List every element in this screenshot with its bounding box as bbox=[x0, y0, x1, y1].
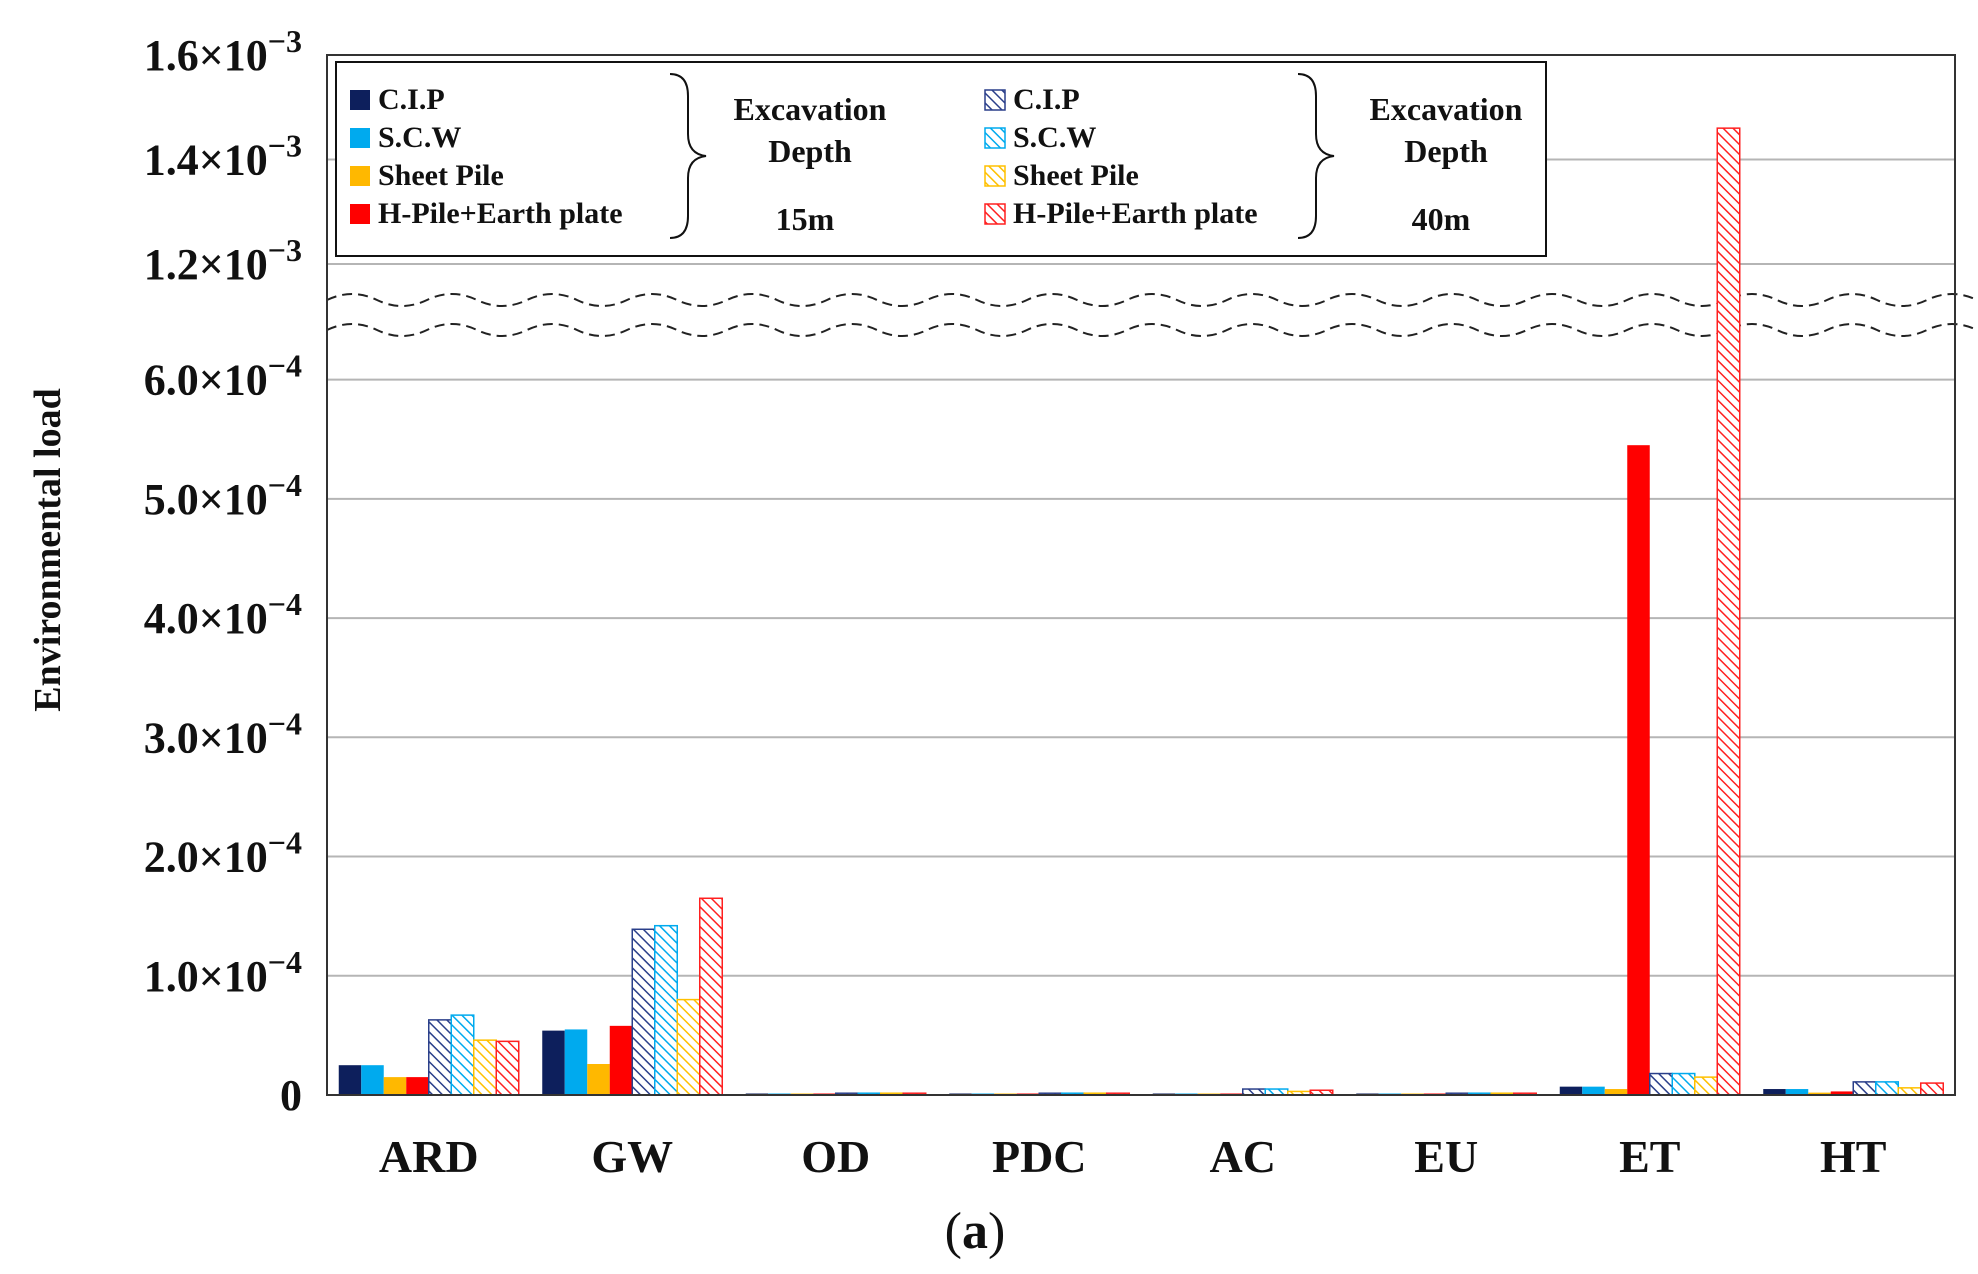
legend-brace-40m bbox=[1297, 73, 1335, 239]
bar-gw-h-pile-earth-plate-15m bbox=[609, 1025, 633, 1095]
bar-ard-sheet-pile-40m bbox=[473, 1039, 497, 1096]
bar-et-h-pile-earth-plate-15m bbox=[1627, 445, 1650, 1095]
grid-lines bbox=[327, 158, 1955, 977]
y-tick-label: 5.0×10−4 bbox=[144, 467, 302, 524]
legend-group-40m-title-2: Depth bbox=[1404, 133, 1488, 169]
y-tick-label: 4.0×10−4 bbox=[144, 586, 302, 643]
legend-swatch bbox=[984, 165, 1006, 187]
axis-break-line-lower bbox=[326, 323, 1978, 337]
legend-label: Sheet Pile bbox=[378, 159, 504, 192]
bar-ht-s-c-w-15m bbox=[1785, 1089, 1809, 1095]
y-tick-label: 3.0×10−4 bbox=[144, 705, 302, 762]
figure-caption: (a) bbox=[945, 1203, 1006, 1260]
x-axis-categories: ARD GW OD PDC AC EU ET HT bbox=[379, 1131, 1887, 1182]
legend-group-15m-title-2: Depth bbox=[768, 133, 852, 169]
bar-et-c-i-p-15m bbox=[1559, 1086, 1583, 1095]
x-category-label: OD bbox=[801, 1131, 870, 1182]
legend-box bbox=[335, 61, 1547, 257]
y-tick-label: 1.2×10−3 bbox=[144, 232, 302, 289]
bar-gw-s-c-w-40m bbox=[654, 924, 678, 1096]
x-category-label: GW bbox=[591, 1131, 673, 1182]
x-category-label: ET bbox=[1619, 1131, 1680, 1182]
bar-ard-s-c-w-40m bbox=[450, 1014, 475, 1096]
bar-gw-c-i-p-40m bbox=[631, 928, 656, 1096]
legend-items: C.I.P S.C.W Sheet Pile H-Pile+Earth plate C.… bbox=[350, 83, 1258, 230]
legend-group-15m-depth: 15m bbox=[776, 201, 835, 237]
y-tick-label: 2.0×10−4 bbox=[144, 825, 302, 882]
legend-label: Sheet Pile bbox=[1013, 159, 1139, 192]
bars bbox=[338, 127, 1944, 1096]
bar-gw-sheet-pile-15m bbox=[587, 1064, 610, 1095]
axis-break bbox=[326, 293, 1978, 337]
bar-ard-sheet-pile-15m bbox=[383, 1077, 407, 1095]
legend-label: C.I.P bbox=[378, 83, 445, 116]
bar-gw-sheet-pile-40m bbox=[676, 998, 701, 1096]
bar-gw-c-i-p-15m bbox=[542, 1030, 565, 1095]
axis-break-line-upper bbox=[326, 293, 1978, 307]
legend-label: H-Pile+Earth plate bbox=[1013, 197, 1258, 230]
legend-label: S.C.W bbox=[1013, 121, 1096, 154]
legend-swatch bbox=[350, 166, 370, 186]
y-axis-label: Environmental load bbox=[27, 388, 69, 711]
y-axis-ticks: 0 1.0×10−4 2.0×10−4 3.0×10−4 4.0×10−4 5.0×10−… bbox=[144, 23, 302, 1120]
x-category-label: ARD bbox=[379, 1131, 479, 1182]
x-category-label: PDC bbox=[992, 1131, 1087, 1182]
legend-group-15m-title-1: Excavation bbox=[734, 91, 887, 127]
x-category-label: EU bbox=[1414, 1131, 1478, 1182]
bar-ard-h-pile-earth-plate-40m bbox=[495, 1040, 520, 1096]
legend-brace-15m bbox=[669, 73, 707, 239]
bar-et-sheet-pile-15m bbox=[1604, 1089, 1628, 1095]
caption-close: ) bbox=[988, 1203, 1005, 1260]
bar-ard-h-pile-earth-plate-15m bbox=[406, 1077, 429, 1095]
legend: C.I.P S.C.W Sheet Pile H-Pile+Earth plate C.… bbox=[335, 61, 1547, 257]
x-category-label: AC bbox=[1210, 1131, 1276, 1182]
legend-swatch bbox=[350, 128, 370, 148]
bar-ard-c-i-p-40m bbox=[428, 1019, 452, 1096]
legend-label: C.I.P bbox=[1013, 83, 1080, 116]
bar-ht-sheet-pile-15m bbox=[1808, 1092, 1831, 1095]
bar-gw-h-pile-earth-plate-40m bbox=[699, 897, 723, 1096]
x-category-label: HT bbox=[1820, 1131, 1886, 1182]
y-tick-label: 1.6×10−3 bbox=[144, 23, 302, 80]
bar-ard-c-i-p-15m bbox=[338, 1065, 362, 1095]
legend-label: H-Pile+Earth plate bbox=[378, 197, 623, 230]
bar-ht-s-c-w-40m bbox=[1875, 1081, 1899, 1096]
bar-et-sheet-pile-40m bbox=[1694, 1076, 1718, 1096]
bar-ht-sheet-pile-40m bbox=[1897, 1087, 1922, 1096]
bar-et-s-c-w-15m bbox=[1582, 1086, 1605, 1095]
bar-ht-h-pile-earth-plate-15m bbox=[1830, 1091, 1854, 1095]
y-tick-label: 0 bbox=[280, 1071, 302, 1120]
legend-group-40m-depth: 40m bbox=[1412, 201, 1471, 237]
plot-frame bbox=[326, 54, 1956, 1096]
bar-ard-s-c-w-15m bbox=[361, 1065, 384, 1095]
y-tick-label: 1.4×10−3 bbox=[144, 128, 302, 185]
legend-swatch bbox=[984, 127, 1006, 149]
legend-swatch bbox=[350, 204, 370, 224]
caption-open: ( bbox=[945, 1203, 962, 1260]
legend-swatch bbox=[984, 89, 1006, 111]
y-tick-label: 1.0×10−4 bbox=[144, 944, 302, 1001]
legend-group-40m-title-1: Excavation bbox=[1370, 91, 1523, 127]
bar-gw-s-c-w-15m bbox=[564, 1029, 588, 1095]
bar-et-h-pile-earth-plate-40m bbox=[1716, 127, 1741, 1096]
bar-ht-h-pile-earth-plate-40m bbox=[1920, 1082, 1944, 1096]
legend-label: S.C.W bbox=[378, 121, 461, 154]
legend-swatch bbox=[350, 90, 370, 110]
bar-et-s-c-w-40m bbox=[1671, 1072, 1696, 1096]
bar-ht-c-i-p-15m bbox=[1763, 1089, 1786, 1095]
caption-letter: a bbox=[962, 1203, 988, 1260]
bar-et-c-i-p-40m bbox=[1649, 1072, 1673, 1096]
y-tick-label: 6.0×10−4 bbox=[144, 348, 302, 405]
bar-ht-c-i-p-40m bbox=[1852, 1081, 1877, 1096]
legend-swatch bbox=[984, 203, 1006, 225]
